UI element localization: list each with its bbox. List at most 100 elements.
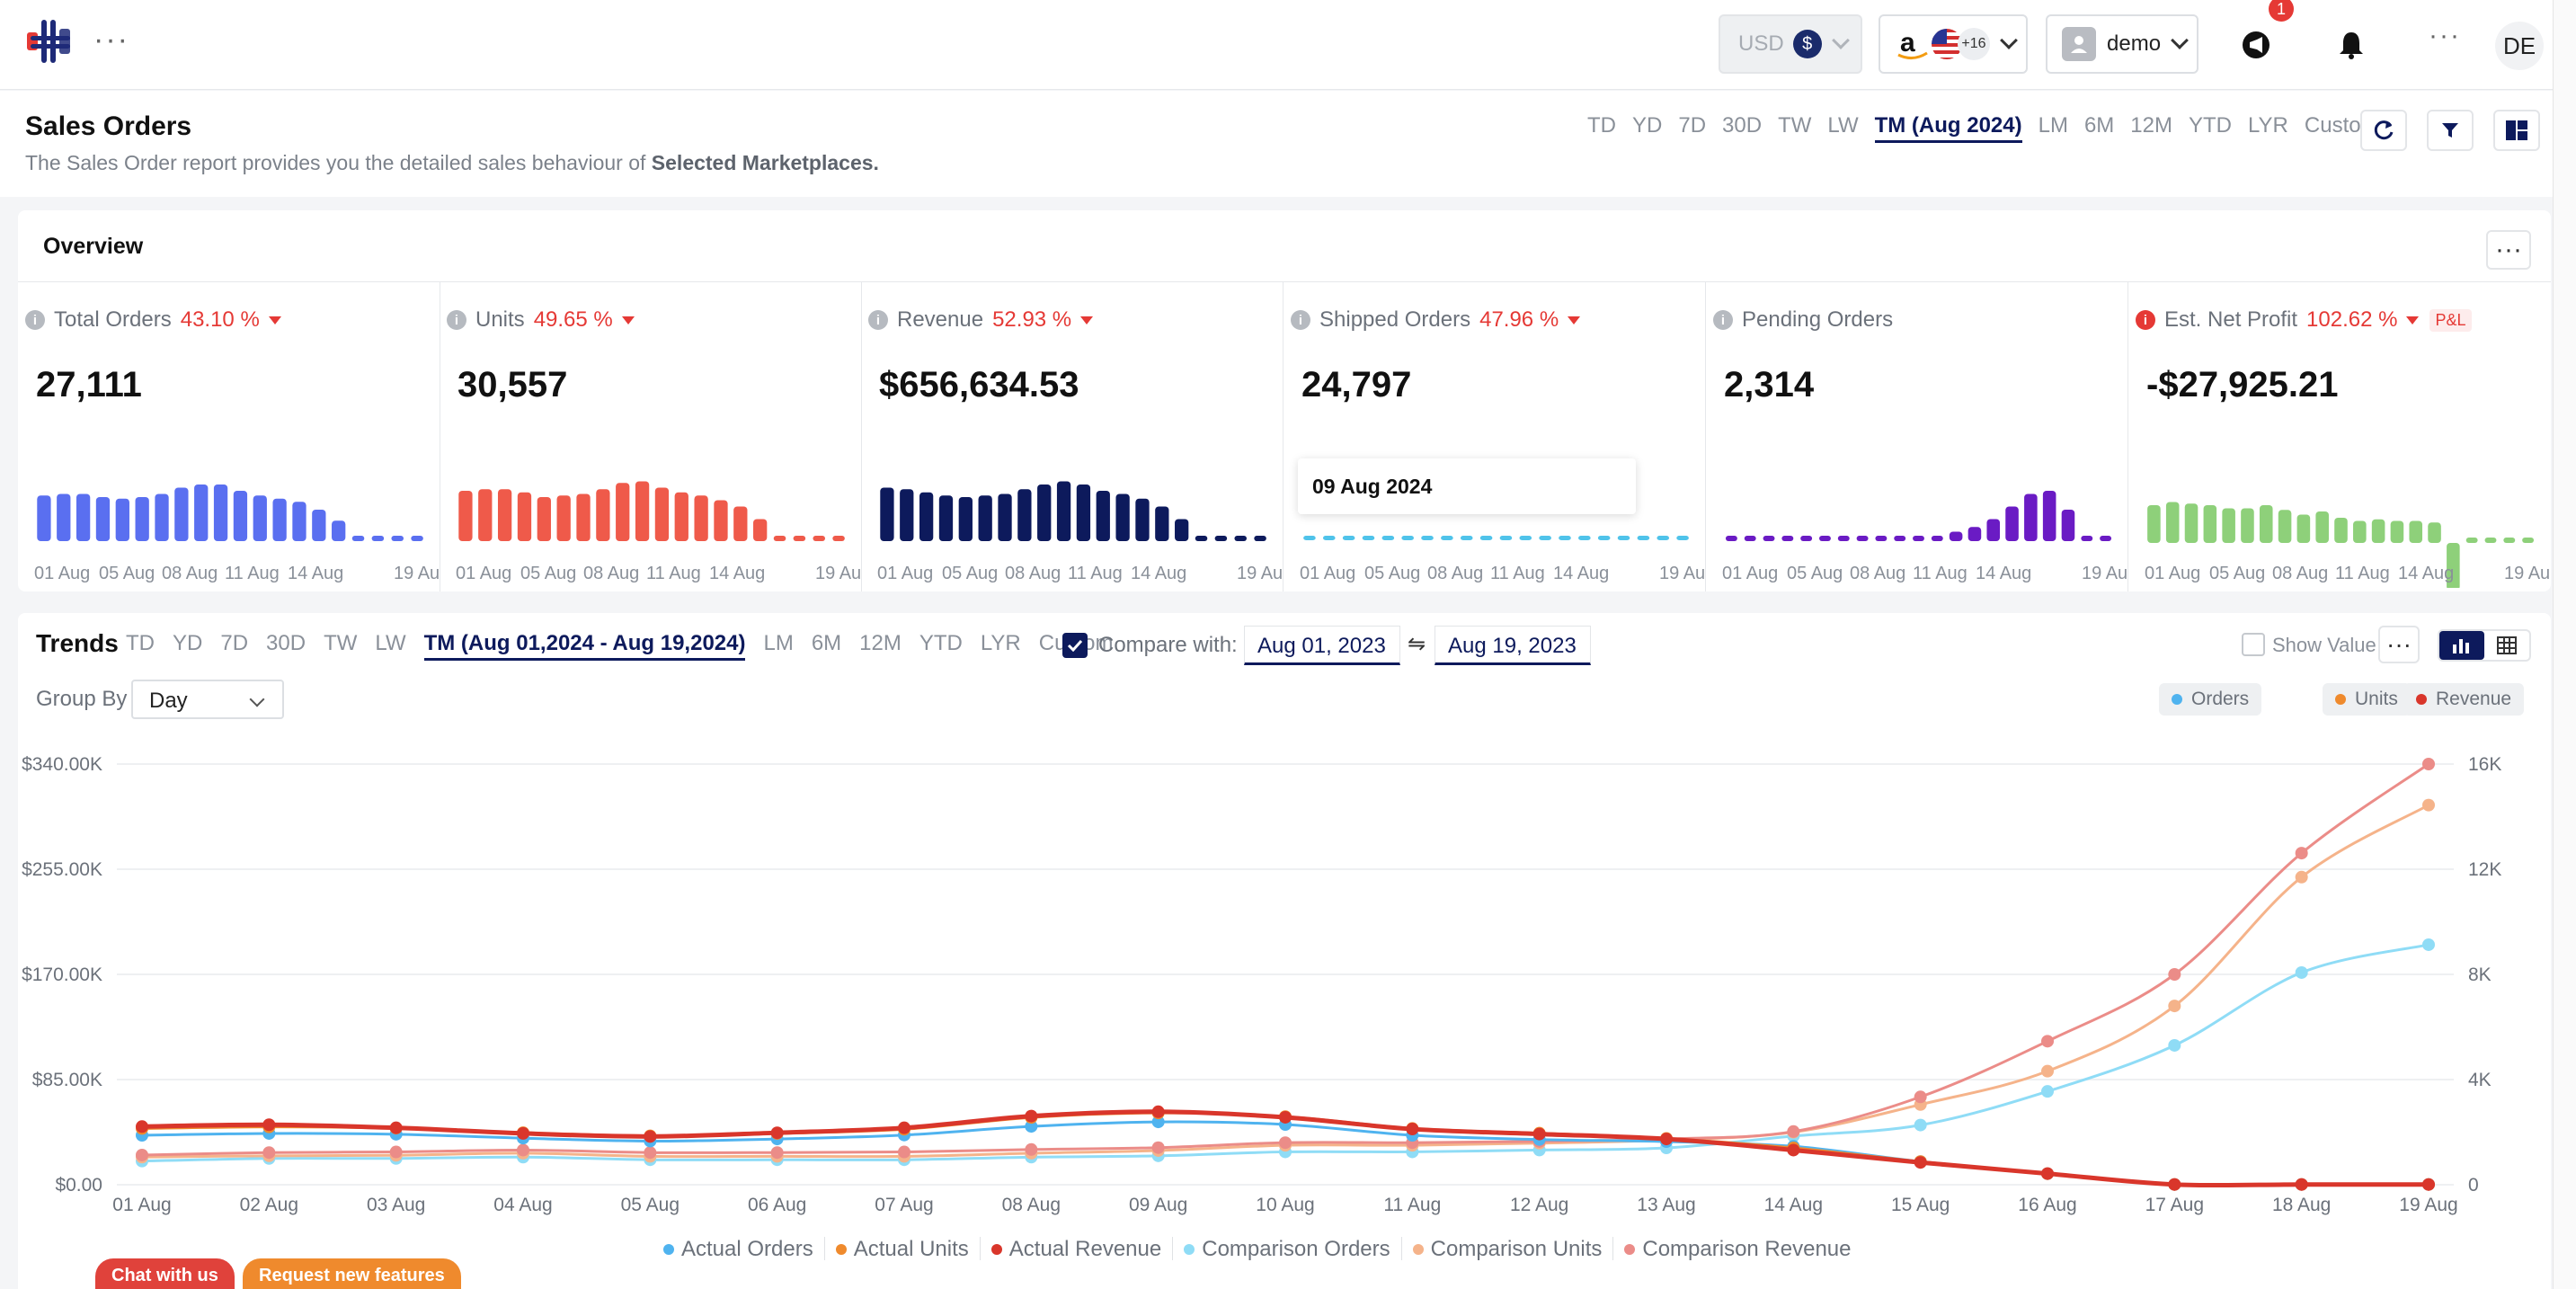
kpi-bar[interactable]: [1135, 498, 1150, 541]
kpi-bar[interactable]: [57, 493, 71, 542]
kpi-bar[interactable]: [272, 498, 287, 541]
data-point[interactable]: [262, 1146, 276, 1160]
request-features-button[interactable]: Request new features: [243, 1258, 461, 1289]
layout-button[interactable]: [2493, 110, 2540, 151]
data-point[interactable]: [1914, 1156, 1927, 1169]
kpi-bar[interactable]: [2371, 519, 2385, 543]
trend-range-tab[interactable]: LM: [763, 631, 794, 655]
kpi-bar[interactable]: [1056, 481, 1071, 542]
kpi-bar[interactable]: [351, 536, 365, 541]
kpi-bar[interactable]: [1421, 536, 1434, 540]
data-point[interactable]: [1151, 1116, 1165, 1129]
legend-item[interactable]: Comparison Revenue: [1624, 1237, 1852, 1262]
more-options-icon[interactable]: ···: [2429, 21, 2461, 50]
data-point[interactable]: [1914, 1118, 1927, 1132]
kpi-bar[interactable]: [2203, 505, 2217, 543]
data-point[interactable]: [1025, 1142, 1038, 1156]
chat-button[interactable]: Chat with us: [95, 1258, 235, 1289]
trend-range-tab[interactable]: YTD: [919, 631, 963, 655]
data-point[interactable]: [136, 1120, 148, 1133]
kpi-bar[interactable]: [312, 510, 326, 541]
kpi-bar[interactable]: [1323, 536, 1336, 540]
kpi-bar[interactable]: [1800, 536, 1813, 541]
overview-more-button[interactable]: ···: [2486, 230, 2531, 270]
data-point[interactable]: [2295, 870, 2308, 884]
series-toggle[interactable]: Orders: [2159, 683, 2262, 716]
kpi-bar[interactable]: [2005, 506, 2019, 542]
chart-view-button[interactable]: [2439, 631, 2484, 660]
trend-range-tab[interactable]: YD: [173, 631, 203, 655]
kpi-bar[interactable]: [2222, 508, 2235, 544]
kpi-bar[interactable]: [2296, 514, 2311, 544]
data-point[interactable]: [1279, 1136, 1292, 1150]
series-line[interactable]: [141, 804, 2429, 1159]
data-point[interactable]: [517, 1126, 529, 1140]
kpi-bar[interactable]: [1949, 531, 1963, 542]
kpi-bar[interactable]: [332, 520, 346, 541]
kpi-bar[interactable]: [1931, 536, 1943, 541]
range-tab[interactable]: 7D: [1678, 113, 1707, 138]
data-point[interactable]: [1025, 1120, 1038, 1133]
kpi-bar[interactable]: [2061, 510, 2075, 541]
pl-link-badge[interactable]: P&L: [2429, 308, 2472, 332]
kpi-bar[interactable]: [1234, 536, 1247, 541]
kpi-bar[interactable]: [95, 497, 111, 541]
data-point[interactable]: [2041, 1035, 2054, 1048]
kpi-bar[interactable]: [694, 495, 708, 541]
kpi-bar[interactable]: [1781, 536, 1794, 541]
data-point[interactable]: [2422, 1178, 2435, 1191]
show-value-checkbox[interactable]: [2242, 633, 2265, 656]
kpi-bar[interactable]: [1195, 536, 1208, 541]
info-icon[interactable]: i: [25, 310, 45, 330]
data-point[interactable]: [2422, 938, 2435, 951]
kpi-bar[interactable]: [1175, 519, 1189, 542]
data-point[interactable]: [2295, 847, 2308, 860]
trends-more-button[interactable]: ···: [2378, 626, 2420, 663]
kpi-bar[interactable]: [1460, 536, 1473, 540]
kpi-bar[interactable]: [497, 489, 512, 541]
kpi-bar[interactable]: [880, 487, 894, 542]
kpi-bar[interactable]: [1837, 536, 1850, 541]
kpi-bar[interactable]: [1559, 536, 1571, 540]
kpi-bar[interactable]: [674, 492, 688, 541]
compare-to-date[interactable]: Aug 19, 2023: [1435, 626, 1591, 665]
kpi-bar[interactable]: [2484, 538, 2497, 543]
compare-from-date[interactable]: Aug 01, 2023: [1244, 626, 1400, 665]
kpi-bar[interactable]: [1155, 506, 1169, 542]
kpi-bar[interactable]: [391, 536, 404, 541]
kpi-bar[interactable]: [2165, 502, 2180, 544]
kpi-bar[interactable]: [2042, 491, 2056, 541]
kpi-bar[interactable]: [155, 493, 169, 542]
data-point[interactable]: [1660, 1133, 1673, 1146]
data-point[interactable]: [770, 1126, 784, 1140]
kpi-bar[interactable]: [1913, 536, 1924, 541]
kpi-bar[interactable]: [2353, 520, 2367, 544]
info-icon[interactable]: i: [1713, 310, 1733, 330]
page-scrollbar[interactable]: [2553, 0, 2576, 1289]
range-tab[interactable]: LM: [2038, 113, 2068, 138]
kpi-bar[interactable]: [998, 493, 1012, 542]
kpi-bar[interactable]: [1617, 536, 1630, 540]
data-point[interactable]: [2041, 1167, 2054, 1180]
kpi-bar[interactable]: [753, 519, 768, 542]
data-point[interactable]: [136, 1148, 148, 1161]
range-tab[interactable]: TD: [1587, 113, 1616, 138]
legend-item[interactable]: Actual Orders: [663, 1237, 813, 1262]
alert-icon[interactable]: i: [2136, 310, 2155, 330]
kpi-bar[interactable]: [733, 506, 748, 542]
kpi-bar[interactable]: [1499, 536, 1513, 540]
kpi-bar[interactable]: [1856, 536, 1869, 541]
data-point[interactable]: [1532, 1127, 1546, 1141]
kpi-bar[interactable]: [517, 492, 532, 541]
kpi-bar[interactable]: [1894, 536, 1906, 541]
data-point[interactable]: [2295, 965, 2308, 979]
kpi-bar[interactable]: [938, 495, 954, 541]
data-point[interactable]: [2168, 1038, 2181, 1052]
kpi-bar[interactable]: [194, 484, 209, 541]
kpi-bar[interactable]: [2259, 505, 2273, 543]
kpi-bar[interactable]: [1539, 536, 1551, 540]
kpi-bar[interactable]: [556, 495, 571, 541]
notifications-button[interactable]: [2333, 27, 2369, 63]
info-icon[interactable]: i: [868, 310, 888, 330]
kpi-bar[interactable]: [213, 484, 228, 541]
